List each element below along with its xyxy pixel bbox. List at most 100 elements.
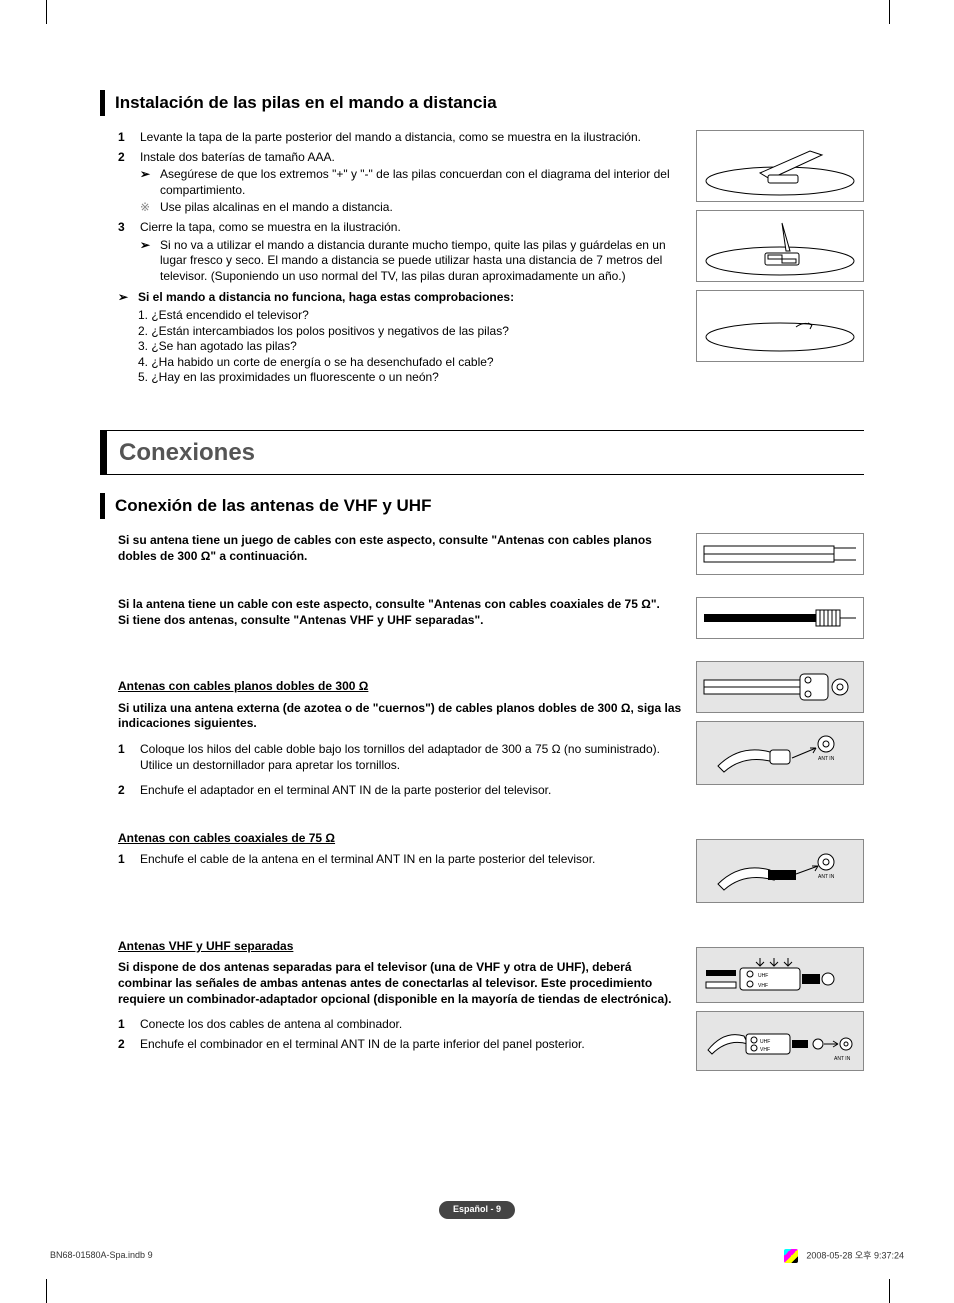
step-text: Enchufe el cable de la antena en el term…	[140, 852, 682, 868]
figure-column: ANT IN	[696, 813, 864, 911]
content-row: Antenas con cables coaxiales de 75 Ω 1 E…	[100, 813, 864, 911]
remote-close-icon	[700, 293, 860, 359]
plug-ant-in-icon: ANT IN	[700, 724, 860, 782]
text-column: Si su antena tiene un juego de cables co…	[100, 533, 682, 583]
step-number: 1	[118, 852, 140, 868]
step-text: Instale dos baterías de tamaño AAA.	[140, 150, 335, 164]
content-row: Si la antena tiene un cable con este asp…	[100, 597, 864, 647]
step-number: 2	[118, 1037, 140, 1053]
crop-mark	[46, 1279, 47, 1303]
figure-column: ANT IN	[696, 661, 864, 803]
step: 3 Cierre la tapa, como se muestra en la …	[118, 220, 682, 284]
step-list: 1 Enchufe el cable de la antena en el te…	[118, 852, 682, 868]
figure-column	[696, 597, 864, 647]
section-title: Instalación de las pilas en el mando a d…	[115, 90, 497, 116]
combiner-plug-icon: UHF VHF ANT IN	[700, 1014, 860, 1068]
coax-cable-icon	[700, 600, 860, 636]
crop-mark	[46, 0, 47, 24]
figure-column	[696, 533, 864, 583]
combiner-figure-2: UHF VHF ANT IN	[696, 1011, 864, 1071]
arrow-icon: ➢	[140, 167, 160, 183]
ant-in-label: ANT IN	[834, 1056, 851, 1062]
note-line: ※ Use pilas alcalinas en el mando a dist…	[140, 200, 682, 216]
main-title: Conexiones	[119, 431, 255, 474]
note-text: Use pilas alcalinas en el mando a distan…	[160, 200, 393, 216]
checklist-block: ➢ Si el mando a distancia no funciona, h…	[100, 290, 682, 386]
text-column: 1 Levante la tapa de la parte posterior …	[100, 130, 682, 386]
text-column: Antenas VHF y UHF separadas Si dispone d…	[100, 921, 682, 1079]
coax-plug-icon: ANT IN	[700, 842, 860, 900]
flat-twin-cable-icon	[700, 536, 860, 572]
arrow-icon: ➢	[140, 238, 160, 254]
step-text: Enchufe el combinador en el terminal ANT…	[140, 1037, 682, 1053]
step-number: 2	[118, 150, 140, 216]
step-number: 2	[118, 783, 140, 799]
check-item: 4. ¿Ha habido un corte de energía o se h…	[138, 355, 514, 371]
check-list: 1. ¿Está encendido el televisor? 2. ¿Est…	[138, 308, 514, 386]
step-text: Cierre la tapa, como se muestra en la il…	[140, 220, 401, 234]
step-body: Coloque los hilos del cable doble bajo l…	[140, 742, 682, 773]
content-row: 1 Levante la tapa de la parte posterior …	[100, 130, 864, 386]
step-number: 1	[118, 130, 140, 146]
content-row: Antenas VHF y UHF separadas Si dispone d…	[100, 921, 864, 1079]
step: 2 Enchufe el adaptador en el terminal AN…	[118, 783, 682, 799]
step-text: Enchufe el adaptador en el terminal ANT …	[140, 783, 682, 799]
section-heading-row: Conexión de las antenas de VHF y UHF	[100, 493, 864, 519]
remote-figure-1	[696, 130, 864, 202]
text-column: Si la antena tiene un cable con este asp…	[100, 597, 682, 647]
step: 1 Enchufe el cable de la antena en el te…	[118, 852, 682, 868]
arrow-text: Si no va a utilizar el mando a distancia…	[160, 238, 682, 285]
crop-mark	[889, 1279, 890, 1303]
subheading: Antenas con cables coaxiales de 75 Ω	[118, 831, 682, 847]
plug-adapter-figure: ANT IN	[696, 721, 864, 785]
text-column: Antenas con cables coaxiales de 75 Ω 1 E…	[100, 813, 682, 911]
ant-in-label: ANT IN	[818, 756, 835, 762]
remote-figure-2	[696, 210, 864, 282]
arrow-note: ➢ Asegúrese de que los extremos "+" y "-…	[140, 167, 682, 198]
step-number: 1	[118, 1017, 140, 1033]
figure-column: UHF VHF UHF VHF ANT IN	[696, 921, 864, 1079]
uhf-label: UHF	[758, 973, 768, 979]
step: 2 Instale dos baterías de tamaño AAA. ➢ …	[118, 150, 682, 216]
coax-cable-figure	[696, 597, 864, 639]
adapter-figure	[696, 661, 864, 713]
remote-batteries-icon	[700, 213, 860, 279]
step-text: Levante la tapa de la parte posterior de…	[140, 130, 682, 146]
section-title: Conexión de las antenas de VHF y UHF	[115, 493, 431, 519]
title-bar	[100, 90, 105, 116]
note-icon: ※	[140, 200, 160, 216]
step-text: Conecte los dos cables de antena al comb…	[140, 1017, 682, 1033]
remote-open-icon	[700, 133, 860, 199]
checklist-body: Si el mando a distancia no funciona, hag…	[138, 290, 514, 386]
step-number: 1	[118, 742, 140, 773]
subheading: Antenas VHF y UHF separadas	[118, 939, 682, 955]
crop-mark	[889, 0, 890, 24]
arrow-text: Asegúrese de que los extremos "+" y "-" …	[160, 167, 682, 198]
vhf-label: VHF	[758, 983, 768, 989]
figure-column	[696, 130, 864, 386]
step: 1 Levante la tapa de la parte posterior …	[118, 130, 682, 146]
vhf-label: VHF	[760, 1047, 770, 1053]
intro-paragraph: Si tiene dos antenas, consulte "Antenas …	[118, 613, 682, 629]
sub-intro: Si utiliza una antena externa (de azotea…	[118, 701, 682, 732]
ant-in-label: ANT IN	[818, 874, 835, 880]
intro-paragraph: Si la antena tiene un cable con este asp…	[118, 597, 682, 613]
arrow-icon: ➢	[118, 290, 138, 306]
arrow-note: ➢ Si no va a utilizar el mando a distanc…	[140, 238, 682, 285]
remote-figure-3	[696, 290, 864, 362]
step-body: Cierre la tapa, como se muestra en la il…	[140, 220, 682, 284]
checklist-intro: Si el mando a distancia no funciona, hag…	[138, 290, 514, 304]
title-bar	[100, 431, 107, 474]
uhf-label: UHF	[760, 1039, 770, 1045]
content-row: Si su antena tiene un juego de cables co…	[100, 533, 864, 583]
content-row: Antenas con cables planos dobles de 300 …	[100, 661, 864, 803]
footer-timestamp: 2008-05-28 오후 9:37:24	[806, 1250, 904, 1260]
title-bar	[100, 493, 105, 519]
step-text: Coloque los hilos del cable doble bajo l…	[140, 742, 660, 756]
check-item: 3. ¿Se han agotado las pilas?	[138, 339, 514, 355]
step: 2 Enchufe el combinador en el terminal A…	[118, 1037, 682, 1053]
footer-right: 2008-05-28 오후 9:37:24	[784, 1249, 904, 1263]
combiner-figure-1: UHF VHF	[696, 947, 864, 1003]
step-list: 1 Coloque los hilos del cable doble bajo…	[118, 742, 682, 799]
page-footer-pill: Español - 9	[439, 1201, 515, 1219]
